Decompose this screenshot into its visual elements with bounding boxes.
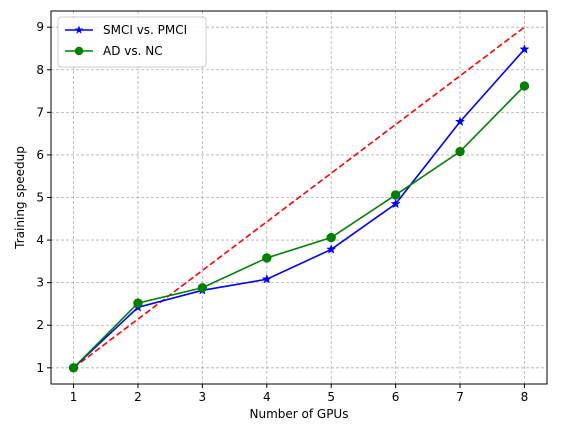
- legend-label: AD vs. NC: [103, 44, 163, 58]
- data-point: [519, 43, 530, 54]
- legend-marker: [74, 25, 84, 34]
- data-point: [455, 146, 465, 157]
- y-axis-label: Training speedup: [13, 146, 27, 250]
- data-point: [133, 298, 143, 308]
- legend-marker: [74, 46, 84, 56]
- x-tick-label: 5: [327, 390, 335, 404]
- ideal-speedup-line: [73, 26, 525, 369]
- data-point: [390, 198, 401, 209]
- data-point: [326, 232, 336, 243]
- data-point: [197, 283, 208, 293]
- y-tick-label: 3: [36, 276, 44, 290]
- x-tick-label: 2: [134, 390, 142, 404]
- x-tick-label: 6: [392, 390, 400, 404]
- data-point: [454, 116, 466, 127]
- series-layer: [68, 43, 530, 373]
- y-tick-label: 1: [36, 361, 44, 375]
- data-point: [262, 253, 272, 263]
- y-tick-label: 6: [36, 148, 44, 162]
- x-tick-label: 3: [199, 390, 207, 404]
- y-tick-label: 5: [36, 191, 44, 205]
- y-tick-label: 8: [36, 63, 44, 77]
- legend: SMCI vs. PMCI AD vs. NC: [57, 16, 207, 68]
- series-line-2: [73, 26, 525, 369]
- data-point: [519, 81, 530, 91]
- x-tick-label: 4: [263, 390, 271, 404]
- series-line-0: [73, 48, 526, 369]
- x-tick-label: 8: [521, 390, 529, 404]
- legend-label: SMCI vs. PMCI: [103, 23, 187, 37]
- x-axis-label: Number of GPUs: [250, 407, 349, 421]
- y-axis-ticks: 1 2 3 4 5 6 7 8 9: [36, 20, 51, 375]
- data-point: [326, 244, 337, 254]
- y-tick-label: 9: [36, 20, 44, 34]
- y-tick-label: 2: [36, 318, 44, 332]
- x-axis-ticks: 1 2 3 4 5 6 7 8: [70, 384, 529, 404]
- data-point: [261, 273, 272, 284]
- series-line-1: [72, 85, 526, 369]
- data-point: [68, 363, 79, 373]
- y-tick-label: 7: [36, 105, 44, 119]
- x-tick-label: 7: [456, 390, 464, 404]
- x-tick-label: 1: [70, 390, 78, 404]
- legend-box: [57, 16, 207, 68]
- y-tick-label: 4: [36, 233, 44, 247]
- data-point: [390, 190, 401, 200]
